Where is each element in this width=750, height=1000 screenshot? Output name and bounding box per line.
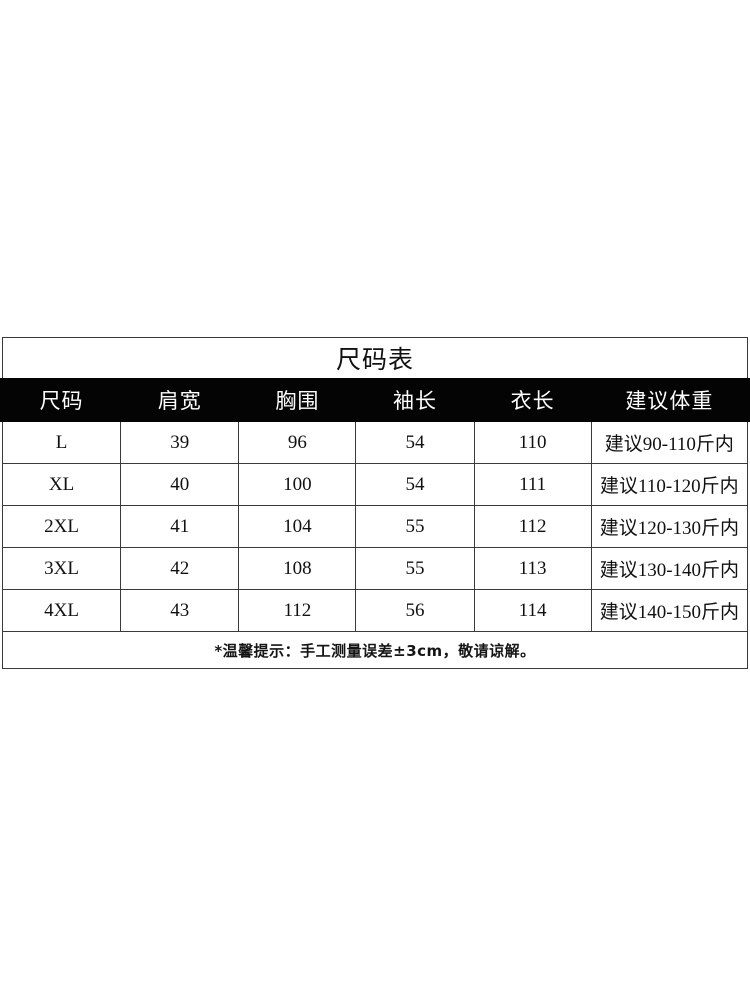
cell-size: 2XL <box>1 505 122 548</box>
column-header-bust: 胸围 <box>238 378 356 422</box>
header-band-right-bleed <box>744 378 750 422</box>
table-row: 4XL 43 112 56 114 建议140-150斤内 <box>1 589 749 632</box>
header-band-left-bleed <box>0 378 4 422</box>
cell-sleeve: 54 <box>355 463 475 506</box>
cell-length: 112 <box>473 505 592 548</box>
column-header-length: 衣长 <box>474 378 592 422</box>
table-row: L 39 96 54 110 建议90-110斤内 <box>1 421 749 464</box>
cell-sleeve: 55 <box>355 547 475 590</box>
cell-size: 4XL <box>1 589 122 632</box>
cell-weight: 建议130-140斤内 <box>590 547 749 590</box>
table-row: 3XL 42 108 55 113 建议130-140斤内 <box>1 547 749 590</box>
cell-size: 3XL <box>1 547 122 590</box>
cell-length: 111 <box>473 463 592 506</box>
cell-bust: 100 <box>238 463 357 506</box>
footer-note-row: *温馨提示：手工测量误差±3cm，敬请谅解。 <box>2 631 748 669</box>
measurement-note: *温馨提示：手工测量误差±3cm，敬请谅解。 <box>2 631 748 669</box>
cell-shoulder: 41 <box>120 505 240 548</box>
title-row: 尺码表 <box>2 337 748 379</box>
column-header-sleeve: 袖长 <box>355 378 475 422</box>
cell-shoulder: 42 <box>120 547 240 590</box>
cell-bust: 96 <box>238 421 357 464</box>
chart-title: 尺码表 <box>2 337 748 379</box>
cell-sleeve: 56 <box>355 589 475 632</box>
cell-weight: 建议90-110斤内 <box>590 421 749 464</box>
cell-sleeve: 55 <box>355 505 475 548</box>
cell-shoulder: 40 <box>120 463 240 506</box>
cell-sleeve: 54 <box>355 421 475 464</box>
size-chart-container: 尺码表 尺码 肩宽 胸围 袖长 衣长 建议体重 L 39 96 54 110 建… <box>0 337 750 669</box>
column-header-row: 尺码 肩宽 胸围 袖长 衣长 建议体重 <box>2 378 748 422</box>
cell-length: 113 <box>473 547 592 590</box>
cell-weight: 建议120-130斤内 <box>590 505 749 548</box>
cell-shoulder: 39 <box>120 421 240 464</box>
table-row: 2XL 41 104 55 112 建议120-130斤内 <box>1 505 749 548</box>
cell-size: XL <box>1 463 122 506</box>
cell-length: 114 <box>473 589 592 632</box>
size-chart-table: 尺码表 尺码 肩宽 胸围 袖长 衣长 建议体重 L 39 96 54 110 建… <box>1 337 749 669</box>
cell-size: L <box>1 421 122 464</box>
column-header-size: 尺码 <box>2 378 121 422</box>
cell-bust: 104 <box>238 505 357 548</box>
cell-bust: 108 <box>238 547 357 590</box>
cell-shoulder: 43 <box>120 589 240 632</box>
column-header-shoulder: 肩宽 <box>120 378 239 422</box>
cell-weight: 建议110-120斤内 <box>590 463 749 506</box>
column-header-weight: 建议体重 <box>591 378 748 422</box>
cell-length: 110 <box>473 421 592 464</box>
cell-weight: 建议140-150斤内 <box>590 589 749 632</box>
cell-bust: 112 <box>238 589 357 632</box>
table-row: XL 40 100 54 111 建议110-120斤内 <box>1 463 749 506</box>
